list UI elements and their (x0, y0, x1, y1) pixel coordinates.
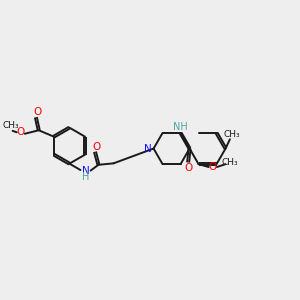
Text: O: O (184, 163, 192, 173)
Text: O: O (209, 162, 217, 172)
Text: CH₃: CH₃ (221, 158, 238, 167)
Text: O: O (33, 107, 41, 117)
Text: O: O (92, 142, 101, 152)
Text: O: O (16, 127, 25, 137)
Text: H: H (82, 172, 90, 182)
Text: NH: NH (173, 122, 188, 132)
Text: N: N (82, 166, 90, 176)
Text: CH₃: CH₃ (3, 122, 20, 130)
Text: N: N (145, 143, 152, 154)
Text: CH₃: CH₃ (223, 130, 240, 139)
